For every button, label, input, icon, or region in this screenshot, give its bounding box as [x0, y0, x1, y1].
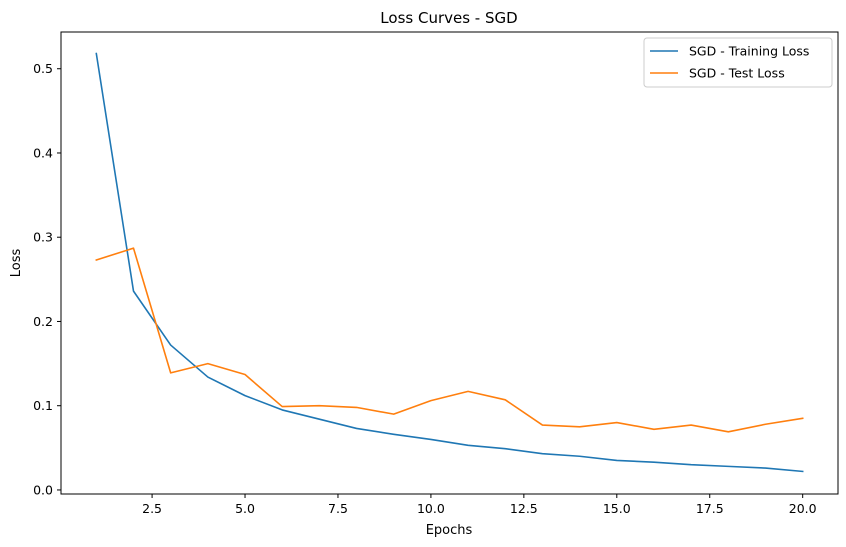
series-line-training-loss — [95, 52, 804, 473]
y-tick-label: 0.3 — [33, 230, 53, 245]
x-tick-label: 7.5 — [328, 501, 348, 516]
x-tick-label: 2.5 — [142, 501, 162, 516]
legend-label: SGD - Training Loss — [689, 44, 809, 59]
y-tick-label: 0.5 — [33, 61, 53, 76]
x-axis-label: Epochs — [426, 523, 473, 538]
y-tick-label: 0.1 — [33, 398, 53, 413]
x-tick-label: 5.0 — [235, 501, 255, 516]
y-tick-label: 0.2 — [33, 314, 53, 329]
y-axis-label: Loss — [9, 249, 24, 278]
plot-frame — [60, 31, 839, 495]
y-tick-label: 0.4 — [33, 145, 53, 160]
legend-label: SGD - Test Loss — [689, 66, 785, 81]
series-line-test-loss — [95, 247, 804, 433]
x-tick-label: 15.0 — [603, 501, 631, 516]
x-tick-label: 17.5 — [696, 501, 724, 516]
legend: SGD - Training Loss SGD - Test Loss — [643, 37, 833, 88]
x-tick-label: 20.0 — [789, 501, 817, 516]
x-tick-label: 10.0 — [417, 501, 445, 516]
legend-box — [643, 37, 833, 88]
y-axis: 0.0 0.1 0.2 0.3 0.4 0.5 — [33, 61, 61, 497]
chart-title: Loss Curves - SGD — [380, 9, 517, 27]
x-axis: 2.5 5.0 7.5 10.0 12.5 15.0 17.5 20.0 — [142, 494, 817, 516]
x-tick-label: 12.5 — [510, 501, 538, 516]
plot-lines — [95, 52, 804, 473]
y-tick-label: 0.0 — [33, 482, 53, 497]
